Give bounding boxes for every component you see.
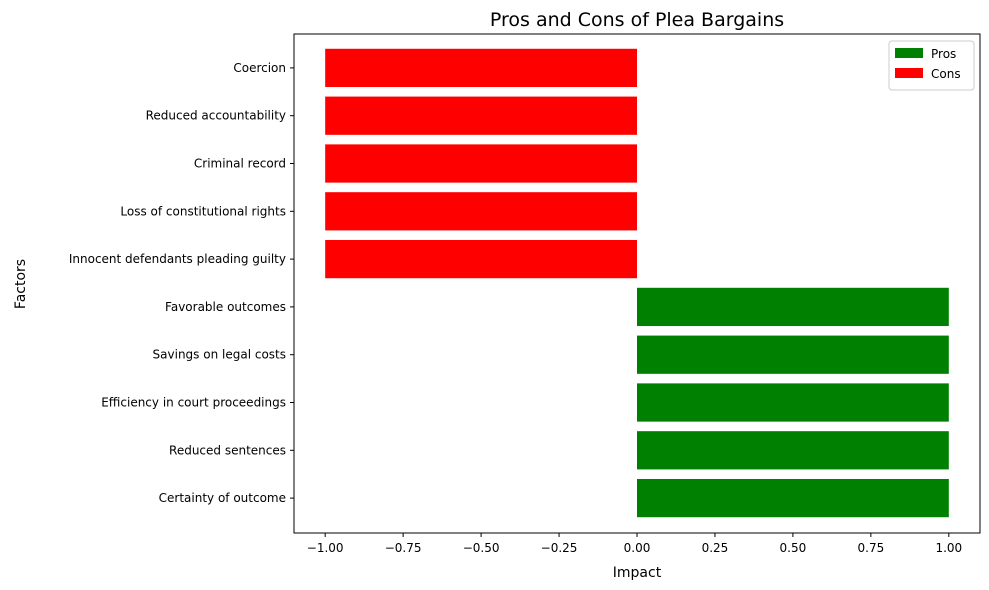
x-tick-label: −0.75 xyxy=(385,541,422,555)
legend: Pros Cons xyxy=(888,40,975,91)
y-tick-label: Certainty of outcome xyxy=(159,491,286,505)
y-tick-label: Loss of constitutional rights xyxy=(120,204,286,218)
bar-cons-5 xyxy=(325,239,637,279)
y-tick-label: Savings on legal costs xyxy=(153,348,286,362)
x-tick-label: 0.25 xyxy=(702,541,729,555)
chart-title: Pros and Cons of Plea Bargains xyxy=(490,9,784,31)
x-tick-label: 0.75 xyxy=(858,541,885,555)
x-tick-label: 1.00 xyxy=(935,541,962,555)
bar-pros-3 xyxy=(637,335,949,374)
bar-cons-6 xyxy=(325,192,637,231)
y-tick-label: Innocent defendants pleading guilty xyxy=(69,252,286,266)
x-tick-label: −0.50 xyxy=(463,541,500,555)
x-tick-label: −0.25 xyxy=(541,541,578,555)
y-tick-label: Criminal record xyxy=(194,157,286,171)
plot-area: Certainty of outcome Reduced sentences Eff… xyxy=(69,33,981,555)
y-tick-label: Coercion xyxy=(233,61,286,75)
legend-swatch-pros xyxy=(895,48,923,58)
bar-pros-0 xyxy=(637,478,949,518)
bar-cons-9 xyxy=(325,48,637,88)
y-axis-label: Factors xyxy=(13,259,29,309)
y-tick-label: Favorable outcomes xyxy=(165,300,286,314)
bar-pros-4 xyxy=(637,287,949,327)
legend-label-pros: Pros xyxy=(931,47,956,61)
bar-cons-8 xyxy=(325,96,637,135)
x-axis-label: Impact xyxy=(613,565,662,581)
bar-pros-2 xyxy=(637,383,949,422)
legend-swatch-cons xyxy=(895,68,923,78)
x-tick-label: 0.50 xyxy=(780,541,807,555)
y-tick-label: Reduced accountability xyxy=(146,109,286,123)
y-tick-label: Reduced sentences xyxy=(169,443,286,457)
bar-cons-7 xyxy=(325,144,637,183)
x-tick-label: −1.00 xyxy=(307,541,344,555)
bar-pros-1 xyxy=(637,431,949,470)
y-tick-label: Efficiency in court proceedings xyxy=(101,396,286,410)
x-tick-label: 0.00 xyxy=(624,541,651,555)
legend-label-cons: Cons xyxy=(931,67,961,81)
